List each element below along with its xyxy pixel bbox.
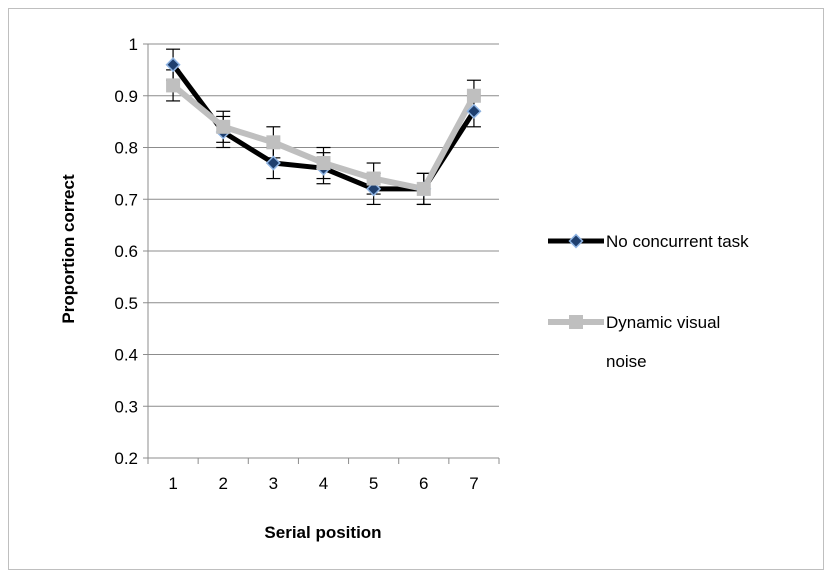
x-tick-label: 7 — [469, 474, 478, 493]
data-point-diamond — [265, 155, 281, 171]
y-tick-label: 0.8 — [114, 139, 138, 158]
data-point-square — [166, 78, 181, 93]
legend-label-no-concurrent-task: No concurrent task — [606, 232, 749, 251]
y-tick-label: 0.5 — [114, 294, 138, 313]
x-tick-label: 5 — [369, 474, 378, 493]
legend-entry-dynamic-visual-noise: Dynamic visual noise — [548, 313, 720, 371]
x-tick-label: 6 — [419, 474, 428, 493]
y-tick-label: 0.9 — [114, 87, 138, 106]
y-tick-label: 1 — [129, 35, 138, 54]
y-tick-label: 0.7 — [114, 190, 138, 209]
data-point-square — [216, 119, 231, 134]
data-point-square — [416, 181, 431, 196]
legend: No concurrent task Dynamic visual noise — [548, 232, 749, 371]
x-tick-label: 3 — [269, 474, 278, 493]
data-point-square — [266, 135, 281, 150]
error-bars — [166, 48, 481, 206]
legend-entry-no-concurrent-task: No concurrent task — [548, 232, 749, 251]
legend-marker-square-icon — [569, 315, 583, 329]
y-tick-label: 0.3 — [114, 397, 138, 416]
x-tick-label: 1 — [168, 474, 177, 493]
y-tick-label: 0.6 — [114, 242, 138, 261]
x-axis-title: Serial position — [264, 523, 381, 542]
y-tick-labels: 0.2 0.3 0.4 0.5 0.6 0.7 0.8 0.9 1 — [114, 35, 138, 468]
y-tick-label: 0.4 — [114, 346, 138, 365]
legend-label-dynamic-visual-noise-line2: noise — [606, 352, 647, 371]
y-axis-title: Proportion correct — [59, 174, 78, 324]
data-point-square — [466, 88, 481, 103]
data-point-square — [366, 171, 381, 186]
data-point-diamond — [466, 103, 482, 119]
x-tick-labels: 1 2 3 4 5 6 7 — [168, 474, 478, 493]
y-tick-label: 0.2 — [114, 449, 138, 468]
x-tick-label: 2 — [218, 474, 227, 493]
series-markers — [165, 57, 482, 197]
chart-frame — [8, 8, 824, 570]
data-point-diamond — [366, 181, 382, 197]
axes — [143, 43, 500, 464]
data-point-diamond — [165, 57, 181, 73]
gridlines — [148, 43, 499, 407]
legend-label-dynamic-visual-noise: Dynamic visual — [606, 313, 720, 332]
x-tick-label: 4 — [319, 474, 328, 493]
legend-marker-diamond-icon — [568, 233, 584, 249]
data-point-square — [316, 156, 331, 171]
